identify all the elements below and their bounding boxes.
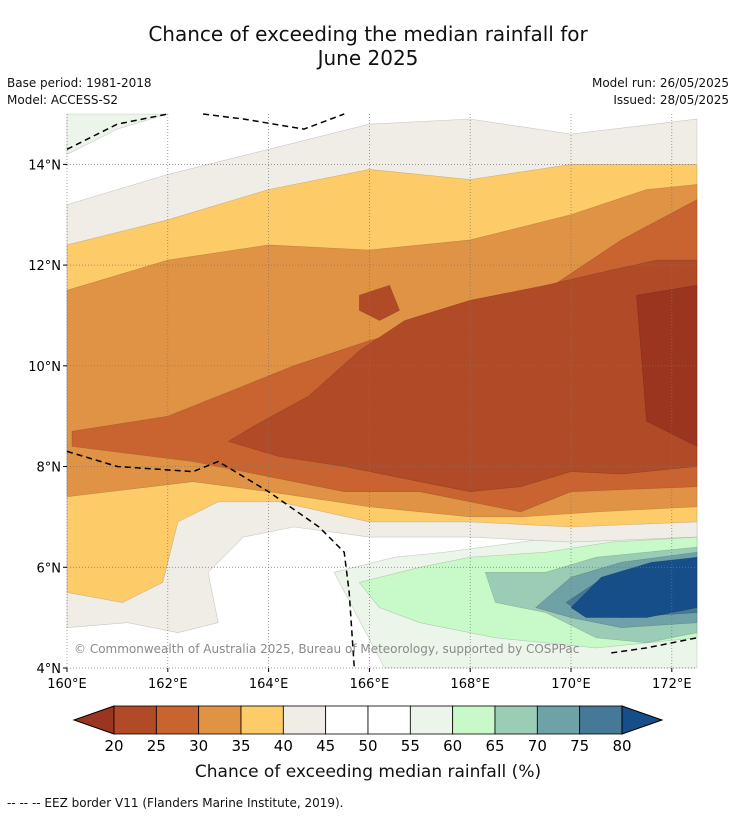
x-tick-label: 160°E: [47, 677, 87, 692]
colorbar-segment: [113, 705, 157, 735]
colorbar-tick-label: 50: [358, 737, 377, 755]
chart-title-line2: June 2025: [317, 46, 419, 70]
rainfall-region: [570, 556, 698, 618]
issued-label: Issued: 28/05/2025: [613, 93, 729, 107]
graticule: [66, 114, 697, 669]
colorbar-segment: [494, 705, 538, 735]
rainfall-regions: [66, 113, 698, 669]
colorbar-extension-high: [621, 705, 664, 735]
chart-title-line1: Chance of exceeding the median rainfall …: [148, 22, 588, 46]
x-tick-label: 164°E: [249, 677, 289, 692]
eez-borders: [66, 113, 698, 669]
base-period-label: Base period: 1981-2018: [7, 76, 152, 90]
rainfall-region: [227, 259, 698, 493]
colorbar-segment: [155, 705, 200, 735]
copyright-text: © Commonwealth of Australia 2025, Bureau…: [74, 642, 579, 656]
x-axis-ticks: 160°E 162°E 164°E 166°E 168°E 170°E 172°E: [47, 668, 692, 692]
colorbar-tick-label: 40: [274, 737, 293, 755]
colorbar-extension-low: [72, 705, 115, 735]
colorbar-tick-label: 70: [528, 737, 547, 755]
colorbar-tick-label: 45: [316, 737, 335, 755]
x-tick-label: 166°E: [350, 677, 390, 692]
colorbar-title: Chance of exceeding median rainfall (%): [194, 762, 542, 782]
x-tick-label: 172°E: [652, 677, 692, 692]
colorbar-tick-label: 60: [443, 737, 462, 755]
x-tick-label: 170°E: [551, 677, 591, 692]
model-run-label: Model run: 26/05/2025: [591, 76, 729, 90]
x-tick-label: 162°E: [148, 677, 188, 692]
colorbar-segment: [579, 705, 623, 735]
colorbar: 20 25 30 35 40 45 50 55 60 65 70 75 80: [72, 705, 664, 755]
model-label: Model: ACCESS-S2: [7, 93, 119, 107]
colorbar-segment: [367, 705, 411, 735]
y-tick-label: 4°N: [37, 662, 62, 677]
colorbar-segment: [409, 705, 454, 735]
colorbar-tick-label: 65: [485, 737, 504, 755]
y-tick-label: 12°N: [28, 259, 61, 274]
colorbar-segment: [240, 705, 284, 735]
y-axis-ticks: 4°N 6°N 8°N 10°N 12°N 14°N: [28, 158, 67, 677]
colorbar-tick-label: 55: [401, 737, 420, 755]
colorbar-tick-label: 75: [570, 737, 589, 755]
colorbar-tick-label: 80: [612, 737, 631, 755]
colorbar-segment: [198, 705, 242, 735]
y-tick-label: 14°N: [28, 158, 61, 173]
colorbar-tick-label: 35: [231, 737, 250, 755]
eez-border-line: [66, 113, 168, 150]
rainfall-region: [636, 284, 698, 447]
x-tick-label: 168°E: [450, 677, 490, 692]
colorbar-segment: [325, 705, 369, 735]
eez-note: -- -- -- EEZ border V11 (Flanders Marine…: [7, 796, 344, 810]
y-tick-label: 8°N: [37, 461, 62, 476]
colorbar-segment: [452, 705, 496, 735]
eez-border-line: [203, 113, 345, 130]
colorbar-tick-label: 30: [189, 737, 208, 755]
colorbar-segment: [282, 705, 327, 735]
eez-border-line: [66, 450, 356, 669]
colorbar-segment: [536, 705, 581, 735]
colorbar-tick-label: 25: [147, 737, 166, 755]
colorbar-tick-label: 20: [104, 737, 123, 755]
eez-border-line: [611, 637, 698, 654]
y-tick-label: 10°N: [28, 360, 61, 375]
y-tick-label: 6°N: [37, 561, 62, 576]
